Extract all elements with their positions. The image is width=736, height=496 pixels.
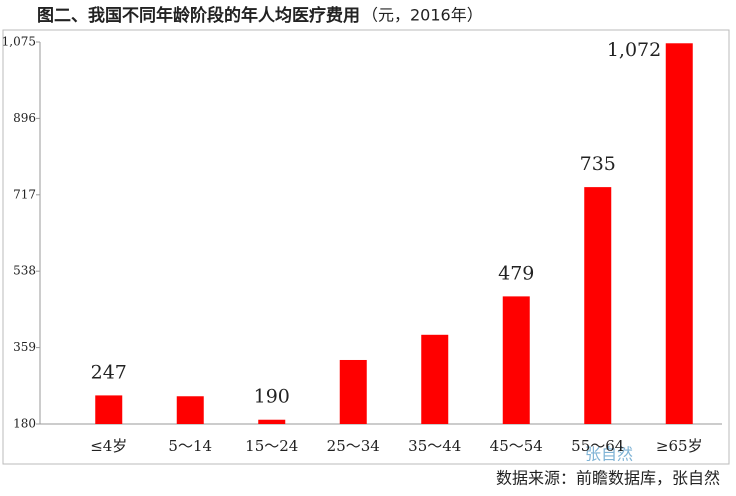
y-tick-label: 180 xyxy=(13,417,36,431)
y-tick-label: 1,075 xyxy=(2,35,36,49)
bar xyxy=(584,187,612,424)
y-tick-label: 538 xyxy=(13,264,36,278)
bar xyxy=(665,43,693,424)
bar xyxy=(339,359,367,424)
bar xyxy=(421,334,449,424)
bar xyxy=(95,395,123,424)
bar xyxy=(176,396,204,424)
chart-title: 图二、我国不同年龄阶段的年人均医疗费用 xyxy=(37,5,360,26)
x-tick-label: ≤4岁 xyxy=(90,437,127,455)
value-label: 735 xyxy=(580,153,616,175)
x-tick-label: 35～44 xyxy=(408,437,461,455)
plot-frame xyxy=(2,29,730,465)
value-label: 247 xyxy=(91,361,127,383)
value-label: 190 xyxy=(254,386,290,408)
x-tick-label: ≥65岁 xyxy=(656,437,703,455)
x-tick-label: 15～24 xyxy=(245,437,298,455)
watermark: 张自然 xyxy=(585,445,633,464)
source: 数据来源：前瞻数据库，张自然 xyxy=(496,469,720,488)
x-tick-label: 55～64 xyxy=(571,437,624,455)
x-tick-label: 45～54 xyxy=(490,437,543,455)
chart-title-unit: （元，2016年） xyxy=(362,6,483,25)
y-tick-label: 359 xyxy=(13,340,36,354)
y-tick-label: 896 xyxy=(13,111,36,125)
x-tick-label: 25～34 xyxy=(327,437,380,455)
value-label: 1,072 xyxy=(607,39,661,61)
bar xyxy=(258,419,286,424)
bar xyxy=(502,296,530,424)
value-label: 479 xyxy=(498,262,534,284)
y-tick-label: 717 xyxy=(13,187,36,201)
x-tick-label: 5～14 xyxy=(168,437,212,455)
